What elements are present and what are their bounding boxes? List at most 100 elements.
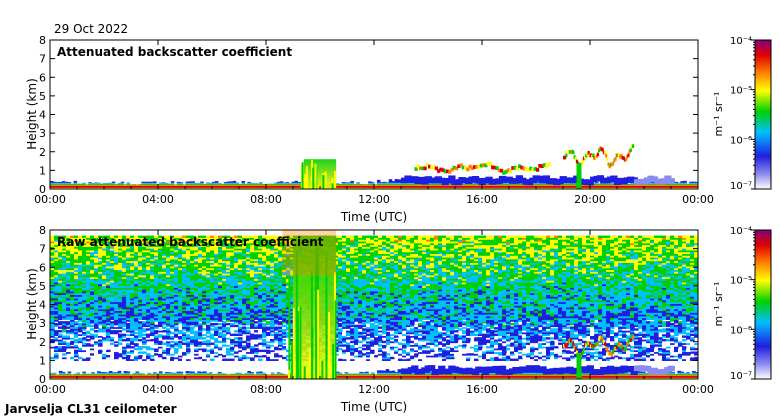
noise-cell: [578, 346, 583, 349]
boundary-layer-cell: [108, 182, 113, 184]
noise-cell: [474, 338, 479, 342]
boundary-layer-cell: [415, 186, 419, 188]
noise-cell: [462, 314, 467, 317]
noise-cell: [546, 340, 551, 344]
boundary-layer-cell: [594, 184, 599, 187]
noise-cell: [410, 328, 415, 331]
noise-cell: [502, 353, 507, 356]
noise-cell: [610, 333, 615, 337]
noise-cell: [94, 344, 99, 347]
noise-cell: [110, 356, 115, 360]
noise-cell: [542, 321, 547, 324]
noise-cell: [550, 353, 555, 356]
noise-cell: [682, 315, 687, 319]
noise-cell: [466, 355, 471, 358]
noise-cell: [234, 317, 239, 320]
noise-cell: [590, 330, 595, 333]
noise-cell: [482, 333, 487, 337]
noise-cell: [686, 337, 691, 340]
boundary-layer-cell: [144, 187, 148, 189]
boundary-layer-cell: [530, 187, 534, 189]
boundary-layer-cell: [267, 183, 272, 185]
noise-cell: [246, 319, 251, 322]
noise-cell: [466, 319, 471, 322]
noise-cell: [262, 317, 267, 320]
boundary-layer-cell: [597, 186, 602, 188]
noise-cell: [238, 315, 243, 319]
boundary-layer-cell: [161, 182, 166, 183]
noise-cell: [654, 349, 659, 353]
noise-cell: [626, 356, 631, 360]
noise-cell: [342, 355, 347, 358]
noise-cell: [254, 324, 259, 328]
noise-cell: [50, 326, 55, 329]
noise-cell: [266, 317, 271, 320]
noise-cell: [678, 340, 683, 344]
noise-cell: [546, 317, 551, 320]
noise-cell: [622, 330, 627, 333]
noise-cell: [470, 315, 475, 319]
noise-cell: [90, 315, 95, 319]
noise-cell: [150, 338, 155, 342]
noise-cell: [274, 358, 279, 361]
noise-cell: [254, 349, 259, 353]
boundary-layer-cell: [683, 180, 687, 183]
noise-cell: [170, 315, 175, 319]
boundary-layer-cell: [527, 187, 531, 189]
noise-cell: [394, 355, 399, 358]
noise-cell: [166, 335, 171, 338]
boundary-layer-cell: [76, 184, 81, 187]
noise-cell: [622, 335, 627, 338]
noise-cell: [386, 346, 391, 349]
noise-cell: [578, 324, 583, 328]
noise-cell: [178, 337, 183, 340]
noise-cell: [62, 314, 67, 317]
noise-cell: [662, 335, 667, 338]
noise-cell: [558, 333, 563, 337]
noise-cell: [238, 358, 243, 361]
noise-cell: [422, 326, 427, 329]
boundary-layer-cell: [235, 186, 240, 188]
noise-cell: [374, 342, 379, 345]
noise-cell: [518, 330, 523, 333]
noise-cell: [554, 328, 559, 331]
noise-cell: [118, 337, 123, 340]
noise-cell: [682, 346, 687, 349]
noise-cell: [582, 326, 587, 329]
noise-cell: [182, 322, 187, 326]
boundary-layer-cell: [624, 186, 628, 188]
boundary-layer-cell: [55, 186, 60, 188]
noise-cell: [170, 349, 175, 353]
noise-cell: [410, 346, 415, 349]
noise-cell: [342, 344, 347, 347]
boundary-layer-cell: [642, 184, 646, 187]
noise-cell: [354, 315, 359, 319]
noise-cell: [390, 315, 395, 319]
noise-cell: [146, 312, 151, 315]
noise-cell: [634, 314, 639, 317]
noise-cell: [190, 330, 195, 333]
noise-cell: [142, 328, 147, 331]
noise-cell: [538, 346, 543, 349]
noise-cell: [190, 335, 195, 338]
noise-cell: [178, 353, 183, 356]
noise-cell: [394, 328, 399, 331]
cloud-cell: [524, 167, 528, 172]
noise-cell: [446, 349, 451, 353]
noise-cell: [222, 347, 227, 351]
noise-cell: [682, 351, 687, 354]
noise-cell: [486, 317, 491, 320]
noise-cell: [54, 353, 59, 356]
boundary-layer-cell: [52, 187, 57, 189]
noise-cell: [278, 317, 283, 320]
noise-cell: [226, 337, 231, 340]
noise-cell: [78, 324, 83, 328]
noise-cell: [362, 330, 367, 333]
noise-cell: [54, 322, 59, 326]
noise-cell: [178, 335, 183, 338]
noise-cell: [554, 351, 559, 354]
boundary-layer-cell: [606, 184, 611, 187]
noise-cell: [406, 353, 411, 356]
noise-cell: [66, 312, 71, 315]
